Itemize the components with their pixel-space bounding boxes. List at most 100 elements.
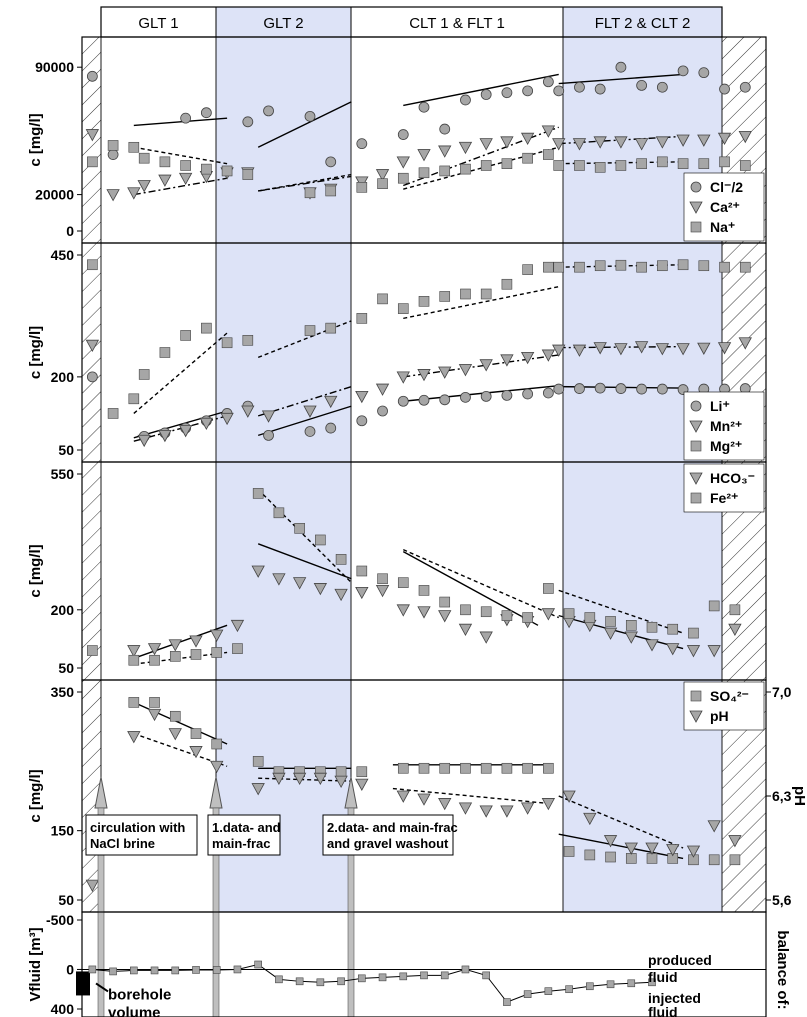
data-point <box>593 136 607 149</box>
y-axis-label: Vfluid [m³] <box>27 927 44 1001</box>
data-point <box>697 342 711 355</box>
data-point <box>717 342 732 355</box>
data-point <box>543 261 554 273</box>
data-point <box>728 623 742 637</box>
data-point <box>263 429 274 441</box>
data-point <box>656 81 668 93</box>
data-point <box>252 488 264 499</box>
data-point <box>458 364 473 377</box>
borehole-label: volume <box>108 1004 161 1017</box>
data-point <box>438 145 452 158</box>
data-point <box>396 790 410 803</box>
data-point <box>418 394 430 406</box>
data-point <box>356 313 368 324</box>
data-point <box>128 654 140 666</box>
data-point <box>698 260 710 272</box>
data-point <box>501 610 513 621</box>
data-point <box>615 383 627 394</box>
data-point <box>149 654 160 666</box>
data-point <box>418 101 430 113</box>
balance-frame <box>81 911 767 1017</box>
produced-label: fluid <box>648 969 678 985</box>
data-point <box>677 65 689 77</box>
data-point <box>615 61 627 73</box>
data-point <box>241 405 255 418</box>
data-point <box>221 165 233 177</box>
hatched-region-start <box>82 243 101 462</box>
data-point <box>273 507 285 519</box>
data-point <box>200 107 212 119</box>
data-point <box>86 371 98 383</box>
y-tick-label: 0 <box>66 223 74 239</box>
data-point <box>377 573 388 585</box>
y-tick-label: 50 <box>58 892 74 908</box>
data-point <box>315 534 326 546</box>
injected-label: injected <box>648 990 701 1006</box>
data-point <box>128 141 140 153</box>
data-point <box>480 762 492 774</box>
data-point <box>656 383 668 395</box>
legend-label: Mg²⁺ <box>710 438 742 454</box>
data-point <box>636 158 647 169</box>
trend-line <box>133 410 228 439</box>
data-point <box>460 762 471 774</box>
data-point <box>201 163 212 175</box>
balance-line <box>92 963 653 1003</box>
data-point <box>378 973 387 982</box>
data-point <box>220 412 234 426</box>
data-point <box>563 608 575 619</box>
data-point <box>655 343 670 356</box>
data-point <box>396 371 410 384</box>
data-point <box>520 351 535 365</box>
data-point <box>417 793 431 806</box>
data-point <box>503 998 511 1006</box>
data-point <box>295 977 304 986</box>
data-point <box>439 762 451 774</box>
data-point <box>586 982 594 991</box>
data-point <box>543 762 554 774</box>
phase-label-0: GLT 1 <box>138 15 178 32</box>
trend-line <box>257 489 352 584</box>
data-point <box>159 156 171 168</box>
data-point <box>634 138 649 151</box>
data-point <box>480 288 492 300</box>
trend-line <box>392 787 549 805</box>
data-point <box>169 651 181 662</box>
data-point <box>605 851 616 863</box>
data-point <box>86 70 98 82</box>
y-tick-label: 200 <box>51 369 75 385</box>
data-point <box>242 116 254 128</box>
data-point <box>698 158 710 169</box>
legend-marker <box>690 690 702 702</box>
y-axis-label: c [mg/l] <box>27 326 44 379</box>
data-point <box>201 322 212 334</box>
y2-tick-label: 7,0 <box>772 684 792 700</box>
data-point <box>87 259 98 271</box>
data-point <box>728 835 742 848</box>
data-point <box>593 342 607 355</box>
data-point <box>634 341 649 354</box>
legend-label: Cl⁻/2 <box>710 179 743 195</box>
data-point <box>356 182 368 193</box>
y-tick-label: 50 <box>58 660 74 676</box>
data-point <box>304 426 316 437</box>
data-point <box>458 623 473 637</box>
data-point <box>501 87 513 99</box>
data-point <box>480 160 492 171</box>
data-point <box>138 369 150 380</box>
data-point <box>501 278 513 290</box>
data-point <box>480 89 492 100</box>
data-point <box>645 842 659 855</box>
data-point <box>138 152 150 164</box>
data-point <box>574 261 585 273</box>
phase-label-3: FLT 2 & CLT 2 <box>595 15 691 32</box>
data-point <box>254 960 262 969</box>
data-point <box>522 152 533 164</box>
data-point <box>189 635 203 648</box>
data-point <box>676 134 690 147</box>
event-label: main-frac <box>212 836 271 851</box>
data-point <box>109 967 117 976</box>
trend-line <box>403 73 559 107</box>
data-point <box>500 136 514 149</box>
trend-line <box>257 101 352 148</box>
